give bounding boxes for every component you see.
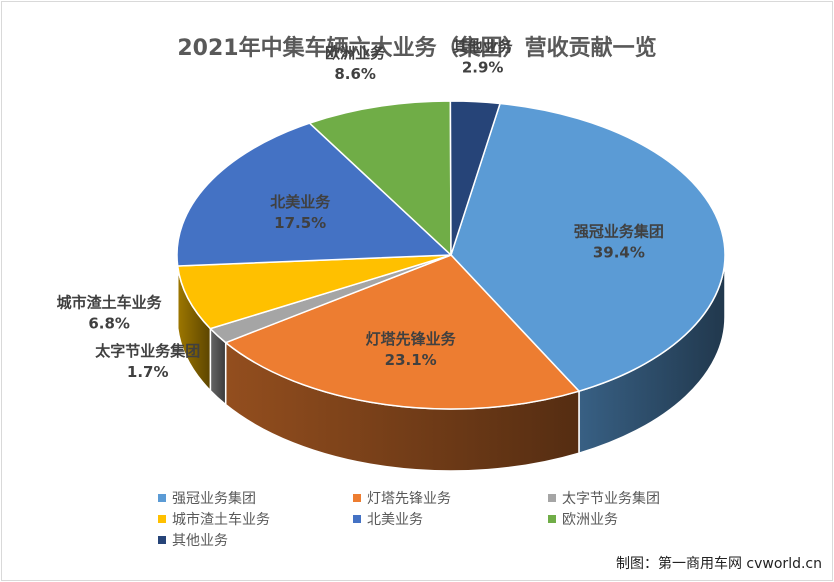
legend-label: 灯塔先锋业务 [367, 491, 451, 507]
pie-slice-1 [450, 102, 726, 393]
slice-value-label-4: 6.8% [88, 314, 130, 332]
pie-slice-5 [176, 122, 453, 267]
chart-title: 2021年中集车辆六大业务（集团）营收贡献一览 [177, 36, 657, 61]
legend-item-3: 太字节业务集团 [548, 488, 660, 508]
legend-label: 城市渣土车业务 [172, 512, 270, 528]
pie-slice-7 [449, 100, 502, 256]
legend-label: 欧洲业务 [562, 512, 618, 528]
pie-slice-4 [176, 254, 452, 330]
slice-name-label-7: 其他业务 [453, 38, 514, 56]
slice-value-label-7: 2.9% [462, 59, 504, 77]
legend-swatch [353, 515, 361, 523]
pie-slice-6 [308, 100, 452, 257]
slice-value-label-5: 17.5% [274, 214, 326, 232]
legend-swatch [548, 515, 556, 523]
slice-name-label-2: 灯塔先锋业务 [366, 330, 457, 348]
legend-label: 其他业务 [172, 533, 228, 549]
legend-item-6: 欧洲业务 [548, 509, 618, 529]
slice-name-label-5: 北美业务 [270, 193, 331, 211]
legend-swatch [158, 494, 166, 502]
legend-label: 北美业务 [367, 512, 423, 528]
slice-name-label-4: 城市渣土车业务 [57, 293, 163, 311]
legend-item-2: 灯塔先锋业务 [353, 488, 451, 508]
legend-swatch [158, 515, 166, 523]
legend-swatch [158, 536, 166, 544]
legend-label: 强冠业务集团 [172, 491, 256, 507]
slice-value-label-2: 23.1% [385, 351, 437, 369]
slice-name-label-3: 太字节业务集团 [95, 342, 200, 360]
legend-item-5: 北美业务 [353, 509, 423, 529]
legend-item-1: 强冠业务集团 [158, 488, 256, 508]
legend-swatch [353, 494, 361, 502]
chart-credit: 制图：第一商用车网 cvworld.cn [615, 556, 822, 572]
legend-label: 太字节业务集团 [562, 491, 660, 507]
legend-swatch [548, 494, 556, 502]
pie-slice-2 [224, 254, 581, 410]
slice-name-label-1: 强冠业务集团 [574, 222, 664, 240]
legend-item-7: 其他业务 [158, 530, 228, 550]
slice-value-label-3: 1.7% [127, 363, 169, 381]
legend-item-4: 城市渣土车业务 [158, 509, 270, 529]
slice-value-label-6: 8.6% [334, 65, 376, 83]
slice-value-label-1: 39.4% [593, 243, 645, 261]
slice-name-label-6: 欧洲业务 [325, 44, 386, 62]
